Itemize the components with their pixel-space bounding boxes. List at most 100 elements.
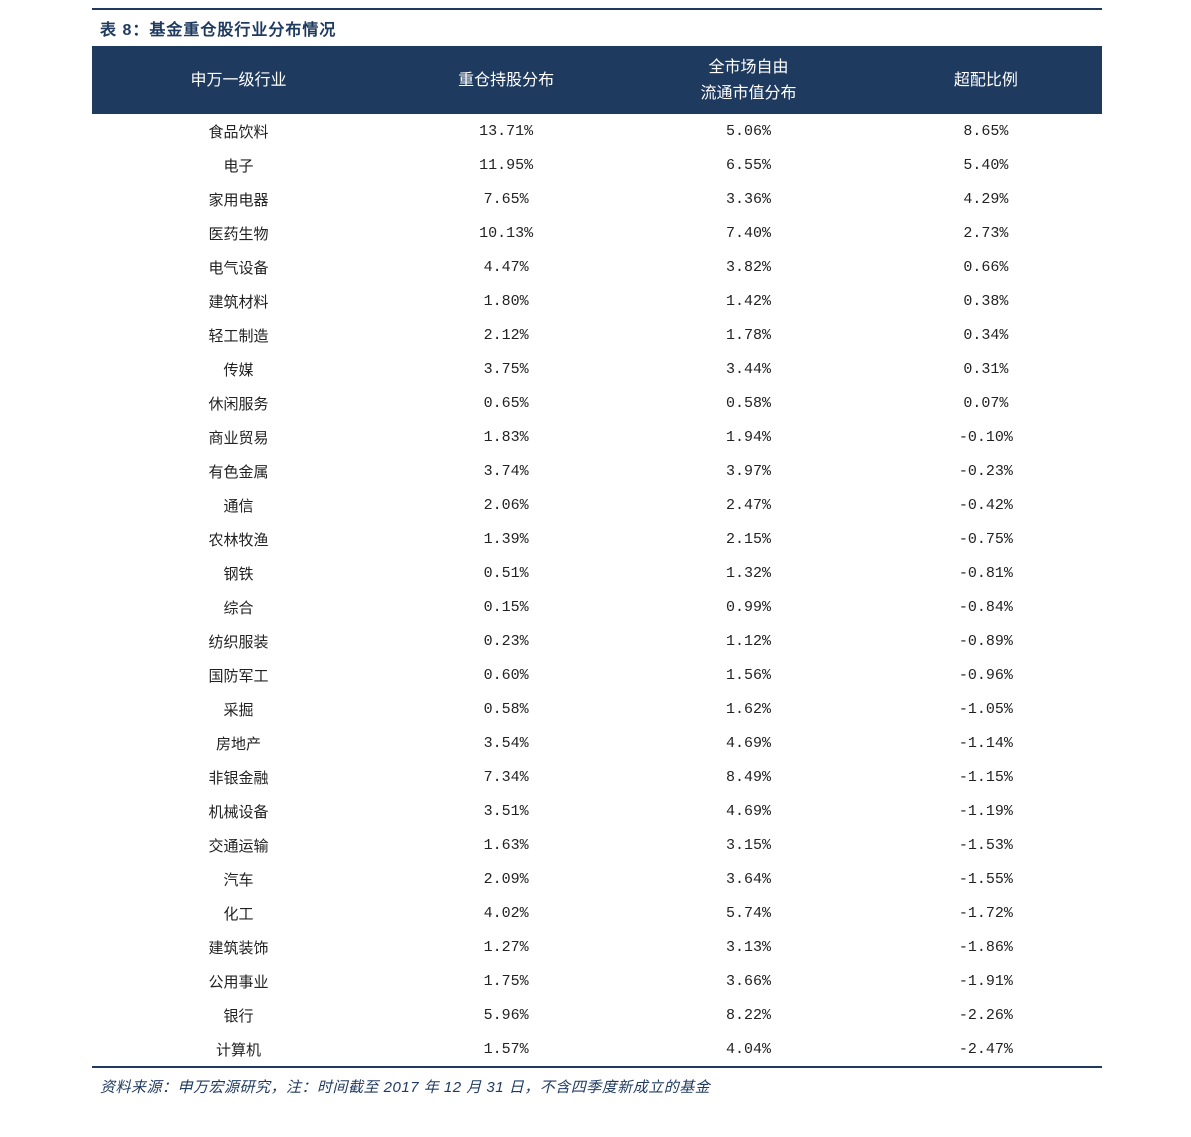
cell-industry: 钢铁 (92, 556, 385, 590)
table-row: 机械设备3.51%4.69%-1.19% (92, 794, 1102, 828)
cell-over: 0.31% (870, 352, 1102, 386)
cell-holding: 4.02% (385, 896, 627, 930)
cell-holding: 0.15% (385, 590, 627, 624)
cell-industry: 农林牧渔 (92, 522, 385, 556)
cell-over: 0.38% (870, 284, 1102, 318)
cell-industry: 有色金属 (92, 454, 385, 488)
cell-over: -1.55% (870, 862, 1102, 896)
cell-holding: 1.80% (385, 284, 627, 318)
table-row: 轻工制造2.12%1.78%0.34% (92, 318, 1102, 352)
table-row: 休闲服务0.65%0.58%0.07% (92, 386, 1102, 420)
cell-over: -0.89% (870, 624, 1102, 658)
cell-industry: 采掘 (92, 692, 385, 726)
table-row: 传媒3.75%3.44%0.31% (92, 352, 1102, 386)
cell-industry: 建筑装饰 (92, 930, 385, 964)
table-row: 国防军工0.60%1.56%-0.96% (92, 658, 1102, 692)
cell-holding: 4.47% (385, 250, 627, 284)
cell-over: -1.05% (870, 692, 1102, 726)
cell-market: 5.06% (627, 114, 869, 148)
cell-holding: 3.75% (385, 352, 627, 386)
table-title: 表 8：基金重仓股行业分布情况 (92, 8, 1102, 47)
cell-market: 4.04% (627, 1032, 869, 1066)
cell-market: 3.44% (627, 352, 869, 386)
table-row: 计算机1.57%4.04%-2.47% (92, 1032, 1102, 1066)
table-row: 食品饮料13.71%5.06%8.65% (92, 114, 1102, 148)
cell-over: -1.91% (870, 964, 1102, 998)
col-header-market-line1: 全市场自由 (631, 55, 865, 81)
table-row: 非银金融7.34%8.49%-1.15% (92, 760, 1102, 794)
cell-over: 8.65% (870, 114, 1102, 148)
cell-market: 3.15% (627, 828, 869, 862)
table-row: 纺织服装0.23%1.12%-0.89% (92, 624, 1102, 658)
cell-industry: 银行 (92, 998, 385, 1032)
col-header-market: 全市场自由 流通市值分布 (627, 47, 869, 114)
table-row: 银行5.96%8.22%-2.26% (92, 998, 1102, 1032)
table-header-row: 申万一级行业 重仓持股分布 全市场自由 流通市值分布 超配比例 (92, 47, 1102, 114)
cell-industry: 机械设备 (92, 794, 385, 828)
col-header-market-line2: 流通市值分布 (631, 81, 865, 107)
col-header-holding: 重仓持股分布 (385, 47, 627, 114)
table-row: 农林牧渔1.39%2.15%-0.75% (92, 522, 1102, 556)
cell-market: 0.99% (627, 590, 869, 624)
cell-market: 5.74% (627, 896, 869, 930)
cell-holding: 0.51% (385, 556, 627, 590)
table-body: 食品饮料13.71%5.06%8.65%电子11.95%6.55%5.40%家用… (92, 114, 1102, 1066)
cell-industry: 商业贸易 (92, 420, 385, 454)
table-row: 交通运输1.63%3.15%-1.53% (92, 828, 1102, 862)
table-row: 化工4.02%5.74%-1.72% (92, 896, 1102, 930)
cell-market: 3.64% (627, 862, 869, 896)
cell-market: 3.82% (627, 250, 869, 284)
cell-industry: 纺织服装 (92, 624, 385, 658)
cell-over: -1.19% (870, 794, 1102, 828)
table-row: 医药生物10.13%7.40%2.73% (92, 216, 1102, 250)
table-row: 电气设备4.47%3.82%0.66% (92, 250, 1102, 284)
cell-industry: 轻工制造 (92, 318, 385, 352)
cell-market: 1.62% (627, 692, 869, 726)
cell-industry: 非银金融 (92, 760, 385, 794)
cell-industry: 通信 (92, 488, 385, 522)
cell-over: -1.14% (870, 726, 1102, 760)
cell-industry: 汽车 (92, 862, 385, 896)
cell-market: 8.49% (627, 760, 869, 794)
cell-over: 5.40% (870, 148, 1102, 182)
cell-holding: 1.57% (385, 1032, 627, 1066)
cell-over: -0.84% (870, 590, 1102, 624)
table-footer-source: 资料来源：申万宏源研究，注：时间截至 2017 年 12 月 31 日，不含四季… (92, 1066, 1102, 1097)
cell-market: 0.58% (627, 386, 869, 420)
cell-holding: 3.54% (385, 726, 627, 760)
cell-over: -0.10% (870, 420, 1102, 454)
cell-industry: 交通运输 (92, 828, 385, 862)
cell-industry: 食品饮料 (92, 114, 385, 148)
cell-holding: 13.71% (385, 114, 627, 148)
table-row: 综合0.15%0.99%-0.84% (92, 590, 1102, 624)
cell-holding: 1.39% (385, 522, 627, 556)
cell-industry: 家用电器 (92, 182, 385, 216)
table-row: 商业贸易1.83%1.94%-0.10% (92, 420, 1102, 454)
cell-holding: 11.95% (385, 148, 627, 182)
cell-market: 1.78% (627, 318, 869, 352)
cell-industry: 国防军工 (92, 658, 385, 692)
cell-market: 8.22% (627, 998, 869, 1032)
cell-market: 3.97% (627, 454, 869, 488)
cell-holding: 2.06% (385, 488, 627, 522)
cell-holding: 0.58% (385, 692, 627, 726)
cell-over: -1.15% (870, 760, 1102, 794)
cell-industry: 公用事业 (92, 964, 385, 998)
table-row: 汽车2.09%3.64%-1.55% (92, 862, 1102, 896)
table-row: 建筑材料1.80%1.42%0.38% (92, 284, 1102, 318)
cell-holding: 1.27% (385, 930, 627, 964)
cell-industry: 电子 (92, 148, 385, 182)
cell-over: -0.81% (870, 556, 1102, 590)
cell-over: 0.07% (870, 386, 1102, 420)
cell-industry: 传媒 (92, 352, 385, 386)
cell-market: 6.55% (627, 148, 869, 182)
table-row: 房地产3.54%4.69%-1.14% (92, 726, 1102, 760)
table-row: 公用事业1.75%3.66%-1.91% (92, 964, 1102, 998)
cell-industry: 化工 (92, 896, 385, 930)
cell-market: 1.56% (627, 658, 869, 692)
cell-holding: 0.65% (385, 386, 627, 420)
cell-industry: 建筑材料 (92, 284, 385, 318)
table-row: 家用电器7.65%3.36%4.29% (92, 182, 1102, 216)
cell-over: 4.29% (870, 182, 1102, 216)
cell-holding: 1.63% (385, 828, 627, 862)
